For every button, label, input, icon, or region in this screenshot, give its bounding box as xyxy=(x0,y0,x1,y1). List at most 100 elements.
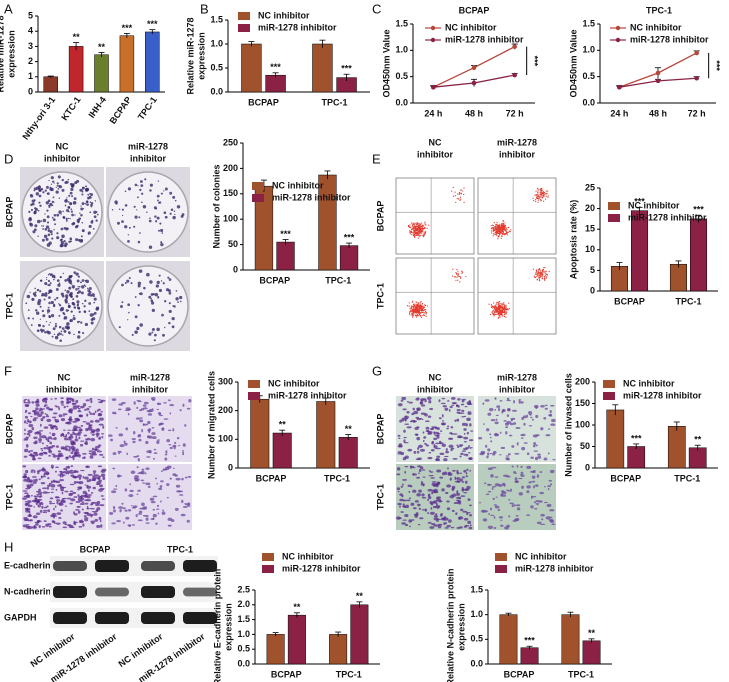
stained-cell xyxy=(79,520,84,524)
cell-event xyxy=(451,275,454,277)
colony xyxy=(72,317,76,321)
blot-band xyxy=(141,561,175,571)
stained-cell xyxy=(107,434,113,437)
colony xyxy=(81,193,84,196)
colony xyxy=(134,330,138,334)
stained-cell xyxy=(68,493,74,495)
stained-cell xyxy=(435,513,438,516)
stained-cell xyxy=(456,444,459,446)
colony xyxy=(66,197,68,199)
stained-cell xyxy=(155,508,160,510)
colony xyxy=(82,331,85,335)
flow-plot xyxy=(477,257,557,335)
stained-cell xyxy=(535,500,540,503)
cell-event xyxy=(463,187,465,189)
stained-cell xyxy=(461,481,465,483)
stained-cell xyxy=(520,471,524,475)
stained-cell xyxy=(32,480,37,484)
stained-cell xyxy=(513,400,516,404)
colony xyxy=(69,202,72,205)
column-label: inhibitor xyxy=(417,384,453,394)
colony xyxy=(35,309,38,312)
cell-event xyxy=(420,304,423,306)
panel-label: H xyxy=(4,539,13,554)
stained-cell xyxy=(86,505,89,510)
colony xyxy=(168,302,171,305)
stained-cell xyxy=(85,399,90,402)
y-axis-label: Number of colonies xyxy=(211,164,221,248)
column-label: inhibitor xyxy=(417,149,453,159)
cell-event xyxy=(418,308,420,311)
colony xyxy=(149,183,153,187)
stained-cell xyxy=(60,446,65,449)
stained-cell xyxy=(446,500,450,503)
cell-event xyxy=(503,308,505,310)
bar xyxy=(241,43,262,93)
cell-event xyxy=(491,228,493,230)
cell-event xyxy=(496,224,498,226)
stained-cell xyxy=(48,446,52,448)
stained-cell xyxy=(533,501,536,504)
stained-cell xyxy=(136,399,141,402)
cell-event xyxy=(457,275,459,278)
colony xyxy=(150,293,154,296)
stained-cell xyxy=(500,519,503,521)
legend-swatch xyxy=(248,392,260,400)
stained-cell xyxy=(80,497,85,501)
stained-cell xyxy=(22,490,28,492)
stained-cell xyxy=(58,517,62,519)
plate xyxy=(107,171,189,253)
stained-cell xyxy=(494,421,499,425)
stained-cell xyxy=(157,439,160,441)
x-tick-label: BCPAP xyxy=(248,97,279,107)
colony xyxy=(181,213,185,216)
stained-cell xyxy=(26,507,29,512)
stained-cell xyxy=(132,505,138,508)
stained-cell xyxy=(436,497,440,500)
colony xyxy=(46,215,50,219)
cell-event xyxy=(458,193,461,195)
stained-cell xyxy=(156,408,160,411)
stained-cell xyxy=(441,488,445,492)
y-tick-label: 100 xyxy=(218,434,233,444)
colony xyxy=(124,281,127,285)
column-label: miR-1278 xyxy=(497,372,537,382)
colony xyxy=(71,183,75,186)
stained-cell xyxy=(545,516,551,520)
colony xyxy=(128,311,130,314)
legend-label: NC inhibitor xyxy=(445,22,497,32)
stained-cell xyxy=(156,440,160,444)
stained-cell xyxy=(419,448,426,452)
column-label: BCPAP xyxy=(80,544,111,554)
chart-title: TPC-1 xyxy=(646,5,672,15)
colony xyxy=(80,205,82,207)
colony xyxy=(58,197,61,199)
stained-cell xyxy=(491,486,494,490)
cell-event xyxy=(495,311,497,313)
cell-event xyxy=(537,273,539,275)
stained-cell xyxy=(78,525,83,528)
stained-cell xyxy=(437,505,441,508)
stained-cell xyxy=(188,398,192,403)
stained-cell xyxy=(28,420,32,424)
stained-cell xyxy=(42,491,48,494)
stained-cell xyxy=(33,441,38,445)
colony xyxy=(148,245,153,249)
cell-event xyxy=(411,312,413,314)
stained-cell xyxy=(523,442,528,444)
stained-cell xyxy=(414,500,419,503)
significance: *** xyxy=(270,62,281,72)
colony xyxy=(124,190,127,193)
cell-event xyxy=(419,302,422,304)
colony xyxy=(49,273,53,277)
y-tick-label: 25 xyxy=(585,182,595,192)
stained-cell xyxy=(164,457,168,461)
colony xyxy=(43,234,48,239)
stained-cell xyxy=(51,453,55,455)
stained-cell xyxy=(151,436,157,439)
stained-cell xyxy=(450,426,454,429)
significance: ** xyxy=(694,435,702,445)
stained-cell xyxy=(55,427,59,431)
cell-event xyxy=(455,201,457,203)
stained-cell xyxy=(80,405,85,409)
